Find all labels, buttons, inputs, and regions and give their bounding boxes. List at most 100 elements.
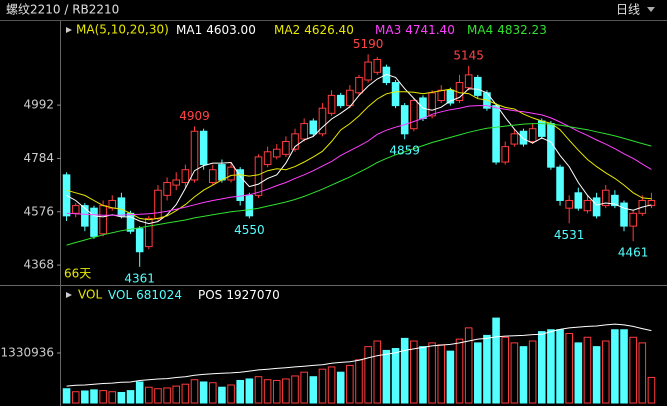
volume-bar — [62, 388, 71, 404]
candle-body — [464, 74, 473, 89]
candle-body — [282, 141, 290, 155]
volume-bar — [492, 317, 500, 404]
extreme-label: 4909 — [179, 109, 210, 123]
candle-body — [318, 107, 327, 135]
candle-body — [245, 194, 254, 217]
candle-body — [611, 194, 619, 207]
volume-bar — [501, 336, 510, 404]
legend-name: POS — [198, 288, 222, 302]
legend-arrow — [66, 27, 72, 33]
extreme-label: 4361 — [124, 271, 155, 285]
candle-body — [263, 151, 272, 166]
candle-body — [81, 205, 89, 227]
volume-bar — [565, 333, 573, 404]
volume-bar — [154, 388, 162, 404]
legend-name: MA1 — [176, 23, 202, 37]
candle-body — [528, 128, 537, 143]
volume-title: VOL — [78, 288, 102, 302]
volume-bar — [318, 368, 327, 404]
candle-body — [437, 89, 446, 102]
candle-body — [501, 146, 510, 163]
candle-body — [474, 76, 482, 96]
candle-body — [574, 192, 583, 209]
candle-body — [364, 61, 372, 81]
candle-body — [647, 199, 656, 207]
candle-body — [620, 202, 628, 227]
candle-body — [218, 164, 226, 181]
candle-body — [327, 94, 336, 114]
candle-body — [117, 197, 126, 217]
candle-body — [90, 207, 98, 237]
candle-body — [446, 89, 455, 104]
ma-line — [66, 88, 652, 221]
volume-bar — [199, 381, 208, 404]
volume-bar — [190, 379, 199, 404]
volume-bar — [208, 382, 217, 404]
volume-bar — [556, 329, 564, 404]
volume-bar — [227, 384, 235, 404]
y-tick-label: 4784 — [23, 151, 54, 165]
volume-bar — [364, 346, 372, 404]
volume-bar — [446, 350, 455, 404]
period-selector[interactable]: 日线 — [616, 3, 640, 17]
candle-body — [629, 212, 637, 227]
volume-bar — [336, 371, 345, 404]
volume-bar — [410, 340, 418, 404]
volume-bar — [254, 376, 263, 404]
volume-bar — [145, 386, 153, 404]
volume-bar — [528, 340, 537, 404]
candle-body — [291, 133, 299, 150]
candle-body — [400, 105, 409, 135]
volume-bar — [601, 340, 610, 404]
volume-bar — [327, 366, 336, 404]
legend-value: 4832.23 — [497, 23, 547, 37]
candle-body — [428, 92, 436, 117]
volume-bar — [172, 385, 181, 404]
extreme-label: 4550 — [234, 223, 265, 237]
volume-bar — [163, 387, 171, 404]
volume-bar — [291, 375, 299, 404]
candle-body — [300, 123, 308, 140]
extreme-label: 5145 — [453, 48, 484, 62]
candle-body — [227, 166, 235, 181]
volume-bar — [117, 391, 126, 404]
ma-line — [66, 123, 652, 246]
volume-bar — [464, 327, 473, 404]
volume-bar — [547, 329, 555, 404]
volume-bar — [71, 391, 80, 404]
volume-bar — [574, 342, 583, 404]
candle-body — [71, 205, 80, 214]
legend-entry: MA2 4626.40 — [274, 23, 354, 37]
volume-bar — [583, 336, 592, 404]
volume-bar — [245, 378, 254, 404]
volume-bar — [282, 378, 290, 404]
ma-line — [66, 105, 652, 216]
volume-bar — [419, 346, 427, 404]
volume-bar — [355, 359, 363, 404]
volume-bar — [592, 346, 601, 404]
volume-bar — [611, 329, 619, 404]
volume-bar — [519, 346, 528, 404]
volume-bar — [90, 389, 98, 404]
candle-body — [208, 169, 217, 184]
volume-bar — [236, 379, 244, 404]
legend-value: 1927070 — [226, 288, 279, 302]
candle-body — [309, 120, 318, 135]
legend-value: 681024 — [136, 288, 182, 302]
dropdown-arrow[interactable] — [647, 7, 655, 12]
candle-body — [254, 156, 263, 196]
legend-value: 4603.00 — [206, 23, 256, 37]
candle-body — [135, 228, 144, 253]
legend-name: MA2 — [274, 23, 300, 37]
volume-bar — [300, 371, 308, 404]
volume-bar — [218, 386, 226, 404]
y-tick-label: 4992 — [23, 98, 54, 112]
candle-body — [510, 133, 519, 145]
candle-body — [410, 100, 418, 130]
legend-value: 4626.40 — [304, 23, 354, 37]
extreme-label: 5190 — [353, 37, 384, 51]
volume-bar — [263, 379, 272, 404]
candle-body — [355, 76, 363, 94]
